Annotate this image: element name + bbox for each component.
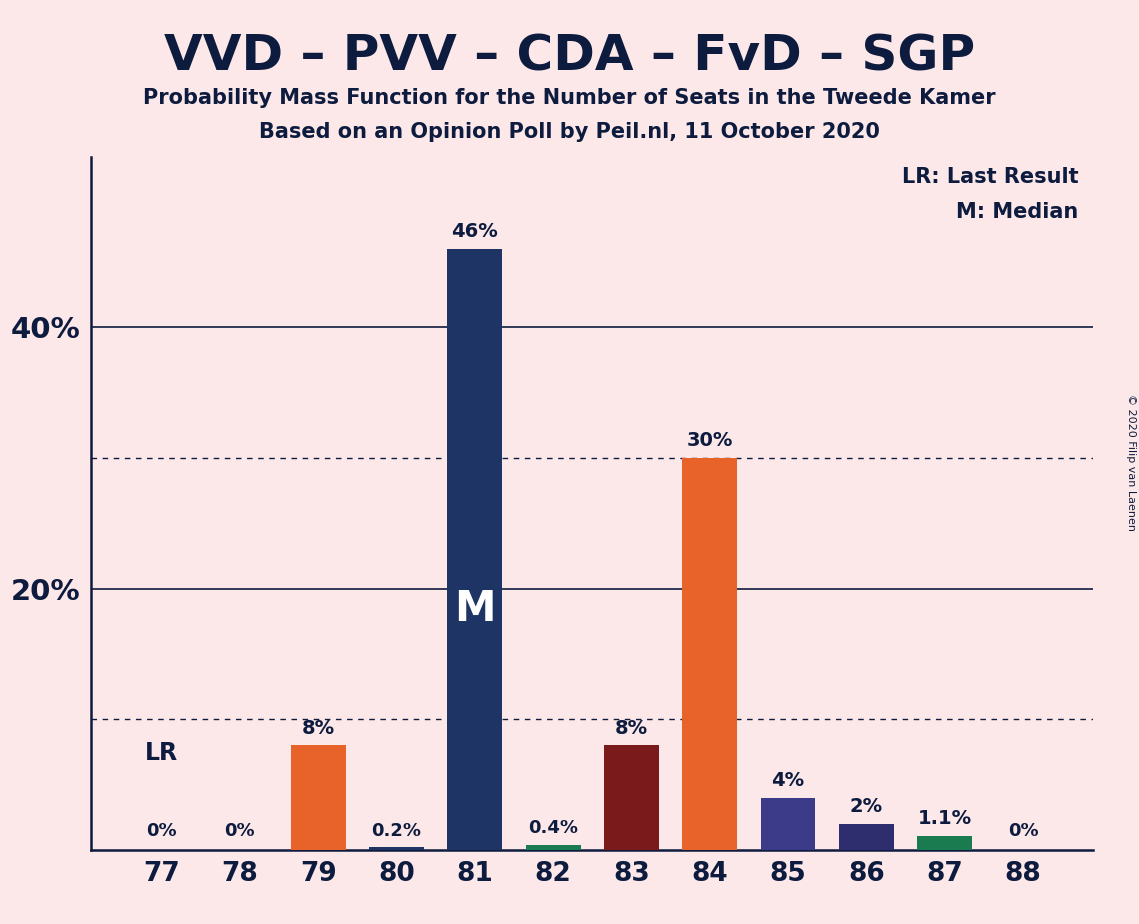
Text: © 2020 Filip van Laenen: © 2020 Filip van Laenen [1126,394,1136,530]
Text: 2%: 2% [850,797,883,816]
Bar [682,457,737,850]
Text: VVD – PVV – CDA – FvD – SGP: VVD – PVV – CDA – FvD – SGP [164,32,975,80]
Text: 8%: 8% [302,719,335,737]
Text: 1.1%: 1.1% [918,808,972,828]
Text: LR: LR [145,741,178,765]
Bar [917,835,972,850]
Text: 8%: 8% [615,719,648,737]
Text: M: Median: M: Median [956,202,1079,222]
Text: 0.2%: 0.2% [371,821,421,840]
Bar [761,797,816,850]
Text: 4%: 4% [771,771,804,790]
Text: Probability Mass Function for the Number of Seats in the Tweede Kamer: Probability Mass Function for the Number… [144,88,995,108]
Text: 0.4%: 0.4% [528,819,579,837]
Text: 46%: 46% [451,222,498,241]
Bar [290,746,345,850]
Text: 0%: 0% [1008,821,1039,840]
Text: Based on an Opinion Poll by Peil.nl, 11 October 2020: Based on an Opinion Poll by Peil.nl, 11 … [259,122,880,142]
Text: 0%: 0% [146,821,177,840]
Bar [839,824,894,850]
Bar [604,746,658,850]
Bar [369,847,424,850]
Text: LR: Last Result: LR: Last Result [902,167,1079,188]
Bar [448,249,502,850]
Text: 0%: 0% [224,821,255,840]
Text: M: M [454,589,495,630]
Bar [526,845,581,850]
Text: 30%: 30% [687,431,732,450]
